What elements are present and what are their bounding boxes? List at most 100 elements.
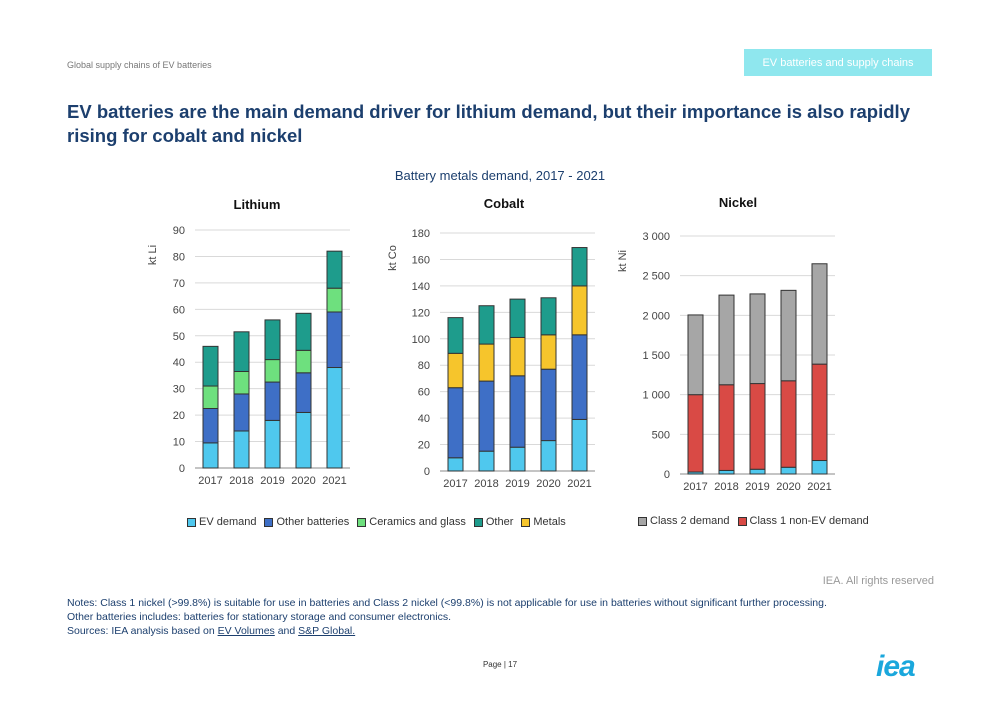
legend-item: Class 1 non-EV demand	[737, 515, 869, 527]
bar-segment-class1	[811, 363, 828, 462]
bar-segment-other_batt	[447, 387, 464, 459]
legend-item: Other	[473, 516, 514, 528]
y-tick-label: 100	[412, 334, 430, 346]
bar-segment-other_batt	[509, 375, 526, 448]
legend-item: EV demand	[187, 516, 256, 528]
y-tick-label: 60	[418, 387, 430, 399]
legend-right: Class 2 demand Class 1 non-EV demand	[638, 515, 869, 527]
y-tick-label: 160	[412, 254, 430, 266]
bar-segment-other	[202, 345, 219, 387]
bar-segment-ev	[447, 457, 464, 472]
notes-block: Notes: Class 1 nickel (>99.8%) is suitab…	[67, 596, 947, 638]
bar-segment-ev	[540, 440, 557, 472]
bar-segment-ev	[780, 466, 797, 475]
legend-swatch	[521, 517, 531, 527]
bar-segment-ceramics	[326, 287, 343, 313]
bar-segment-class1	[687, 394, 704, 473]
x-tick-label: 2018	[714, 481, 738, 493]
bar-segment-ceramics	[202, 385, 219, 409]
legend-swatch	[473, 517, 483, 527]
y-tick-label: 40	[173, 357, 185, 369]
x-tick-label: 2017	[683, 481, 707, 493]
cobalt-chart: 0 20 40 60 80 100 120 140 160 180 kt Co 2017 2018 201…	[387, 228, 595, 490]
page-number: Page | 17	[482, 660, 518, 669]
x-tick-label: 2018	[229, 475, 253, 487]
bar-segment-other	[326, 250, 343, 289]
ev-volumes-link[interactable]: EV Volumes	[217, 625, 275, 637]
bar-segment-ev	[295, 411, 312, 469]
figure-title: Battery metals demand, 2017 - 2021	[394, 168, 606, 183]
legend-left: EV demand Other batteries Ceramics and gla…	[187, 516, 566, 528]
x-tick-label: 2021	[807, 481, 831, 493]
y-tick-label: 20	[173, 410, 185, 422]
x-tick-label: 2018	[474, 478, 498, 490]
legend-label: Other	[485, 516, 514, 528]
bar-segment-metals	[509, 336, 526, 377]
bar-segment-ceramics	[264, 359, 281, 383]
bar-segment-other_batt	[478, 380, 495, 452]
legend-label: Other batteries	[276, 516, 350, 528]
bar-segment-other	[509, 298, 526, 338]
bar-segment-class1	[718, 384, 735, 471]
y-axis-label: kt Ni	[617, 250, 629, 272]
bar-segment-metals	[447, 352, 464, 389]
bar-segment-metals	[478, 343, 495, 382]
page-headline: EV batteries are the main demand driver …	[67, 101, 910, 146]
bar-segment-ev	[571, 418, 588, 472]
x-tick-label: 2021	[567, 478, 591, 490]
bar-segment-class2	[749, 293, 766, 385]
bar-segment-class2	[811, 263, 828, 365]
bar-segment-other	[540, 297, 557, 336]
y-tick-label: 2 000	[642, 310, 670, 322]
y-tick-label: 0	[664, 469, 670, 481]
sp-global-link[interactable]: S&P Global.	[298, 625, 356, 637]
note-line-2: Other batteries includes: batteries for …	[67, 611, 452, 623]
x-tick-label: 2019	[505, 478, 529, 490]
bar-segment-metals	[540, 334, 557, 370]
x-tick-label: 2021	[322, 475, 346, 487]
x-tick-label: 2017	[443, 478, 467, 490]
y-tick-label: 40	[418, 413, 430, 425]
legend-swatch	[737, 516, 747, 526]
lithium-chart: 0 10 20 30 40 50 60 70 80 90 kt Li 2017 2018 2019 2020…	[147, 225, 350, 487]
x-tick-label: 2019	[745, 481, 769, 493]
iea-logo: iea	[876, 650, 916, 683]
y-tick-label: 80	[173, 251, 185, 263]
x-tick-label: 2020	[291, 475, 315, 487]
x-tick-label: 2020	[536, 478, 560, 490]
y-tick-label: 1 500	[642, 350, 670, 362]
sources-line: Sources: IEA analysis based on EV Volume…	[67, 624, 947, 638]
legend-item: Metals	[521, 516, 566, 528]
bar-segment-other	[478, 305, 495, 345]
bar-segment-other_batt	[571, 334, 588, 420]
bar-segment-other_batt	[233, 393, 250, 432]
y-tick-label: 50	[173, 331, 185, 343]
sources-prefix: Sources: IEA analysis based on	[67, 625, 218, 637]
header-document-title: Global supply chains of EV batteries	[67, 60, 212, 70]
bar-segment-ceramics	[295, 349, 312, 374]
y-tick-label: 80	[418, 360, 430, 372]
legend-label: Class 2 demand	[650, 515, 730, 527]
section-badge: EV batteries and supply chains	[744, 49, 932, 76]
cobalt-panel-title: Cobalt	[483, 196, 525, 211]
y-axis-label: kt Li	[147, 245, 159, 265]
legend-label: Metals	[533, 516, 566, 528]
legend-swatch	[187, 517, 196, 527]
y-tick-label: 180	[412, 228, 430, 240]
bar-segment-metals	[571, 285, 588, 336]
bar-segment-other_batt	[264, 381, 281, 421]
bar-segment-ev	[233, 430, 250, 469]
y-tick-label: 10	[173, 437, 185, 449]
bar-segment-ev	[811, 460, 828, 475]
bar-segment-other	[571, 247, 588, 287]
note-line-1: Notes: Class 1 nickel (>99.8%) is suitab…	[67, 597, 827, 609]
lithium-panel-title: Lithium	[233, 197, 281, 212]
bar-segment-other_batt	[202, 408, 219, 444]
legend-item: Other batteries	[264, 516, 349, 528]
bar-segment-other_batt	[326, 311, 343, 369]
y-tick-label: 60	[173, 304, 185, 316]
y-tick-label: 140	[412, 281, 430, 293]
bar-segment-ev	[326, 367, 343, 469]
bar-segment-ev	[749, 468, 766, 475]
bar-segment-other_batt	[295, 372, 312, 413]
